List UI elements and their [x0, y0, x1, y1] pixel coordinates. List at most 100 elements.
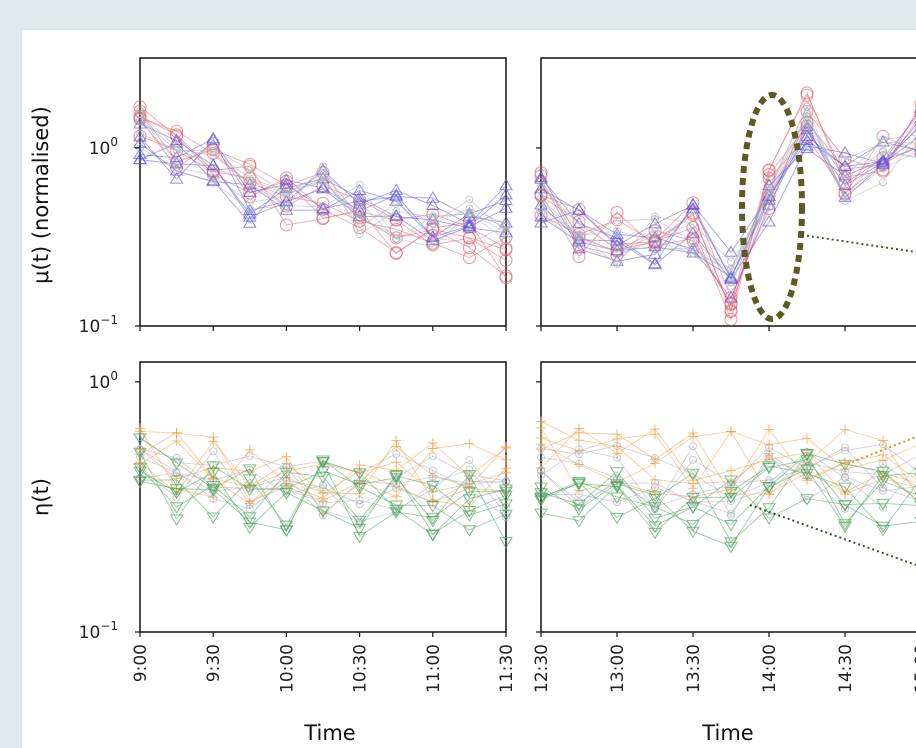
data-point — [501, 454, 511, 465]
data-point — [613, 216, 621, 225]
x-tick-label: 13:00 — [608, 644, 628, 693]
data-point — [425, 501, 440, 513]
series-line — [139, 118, 507, 254]
data-point — [316, 455, 330, 467]
data-point — [392, 207, 401, 216]
data-point — [279, 218, 293, 232]
data-point — [613, 453, 621, 462]
data-point — [534, 508, 548, 521]
x-tick-label: 13:30 — [684, 644, 704, 693]
data-point — [206, 485, 221, 497]
data-point — [133, 447, 147, 460]
x-tick-label: 11:30 — [497, 644, 517, 693]
data-point — [208, 432, 219, 443]
data-point — [648, 521, 662, 533]
data-point — [648, 257, 662, 270]
data-point — [762, 513, 776, 525]
data-point — [879, 503, 887, 512]
data-point — [879, 135, 887, 144]
data-point — [651, 453, 659, 462]
data-point — [428, 212, 437, 221]
series-layer — [133, 86, 916, 554]
data-point — [502, 222, 510, 231]
y-axis-label-eta: η(t) — [29, 478, 53, 516]
data-point — [610, 481, 624, 493]
data-point — [319, 481, 327, 490]
data-point — [762, 503, 776, 515]
data-point — [206, 133, 221, 145]
data-point — [575, 221, 583, 229]
data-point — [389, 194, 404, 206]
data-point — [613, 498, 621, 507]
data-point — [425, 191, 440, 203]
data-point — [499, 484, 513, 497]
x-tick-label: 9:30 — [204, 644, 224, 682]
data-point — [242, 484, 257, 497]
data-point — [651, 212, 659, 221]
data-point — [610, 205, 624, 219]
data-point — [800, 494, 814, 506]
data-point — [209, 151, 218, 160]
data-point — [648, 513, 662, 526]
data-point — [726, 465, 736, 476]
y-axis-label-mu: μ(t) (normalised) — [29, 106, 53, 284]
data-point — [686, 502, 700, 514]
data-point — [428, 479, 437, 488]
data-point — [537, 193, 545, 202]
axes-mu-morning — [139, 57, 507, 327]
data-point — [800, 455, 814, 467]
data-point — [279, 467, 294, 480]
data-point — [686, 201, 700, 214]
data-point — [501, 467, 511, 478]
data-point — [575, 240, 583, 248]
series-line — [540, 453, 916, 526]
series-line — [540, 91, 916, 305]
data-point — [391, 457, 402, 468]
data-point — [572, 203, 586, 215]
data-point — [465, 465, 474, 474]
data-point — [352, 197, 367, 209]
data-point — [689, 244, 697, 253]
data-point — [575, 459, 583, 468]
data-point — [462, 494, 477, 506]
series-line — [139, 467, 507, 521]
series-line — [139, 448, 507, 510]
data-point — [389, 500, 404, 512]
data-point — [575, 498, 583, 507]
data-point — [206, 512, 221, 524]
data-point — [838, 519, 852, 531]
data-point — [319, 202, 327, 211]
data-point — [281, 451, 292, 462]
series-line — [540, 136, 916, 312]
data-point — [534, 482, 548, 494]
data-point — [465, 204, 474, 213]
data-point — [803, 115, 811, 124]
series-line — [540, 118, 916, 284]
data-point — [612, 429, 622, 440]
data-point — [279, 525, 294, 537]
data-point — [724, 541, 738, 554]
data-point — [536, 433, 546, 444]
data-point — [651, 479, 659, 487]
data-point — [172, 167, 181, 175]
data-point — [838, 186, 852, 200]
data-point — [242, 517, 257, 529]
data-point — [686, 519, 700, 532]
data-point — [841, 472, 849, 481]
data-point — [727, 511, 735, 520]
data-point — [840, 486, 850, 497]
data-point — [428, 233, 437, 242]
data-point — [724, 312, 738, 326]
data-point — [428, 243, 437, 251]
data-point — [724, 492, 738, 505]
data-point — [499, 193, 513, 205]
data-point — [537, 471, 545, 480]
data-point — [355, 495, 364, 504]
data-point — [136, 129, 144, 138]
data-point — [169, 458, 184, 470]
data-point — [499, 509, 513, 522]
data-point — [355, 230, 364, 238]
data-point — [465, 239, 474, 248]
data-point — [391, 491, 402, 502]
data-point — [425, 515, 440, 528]
